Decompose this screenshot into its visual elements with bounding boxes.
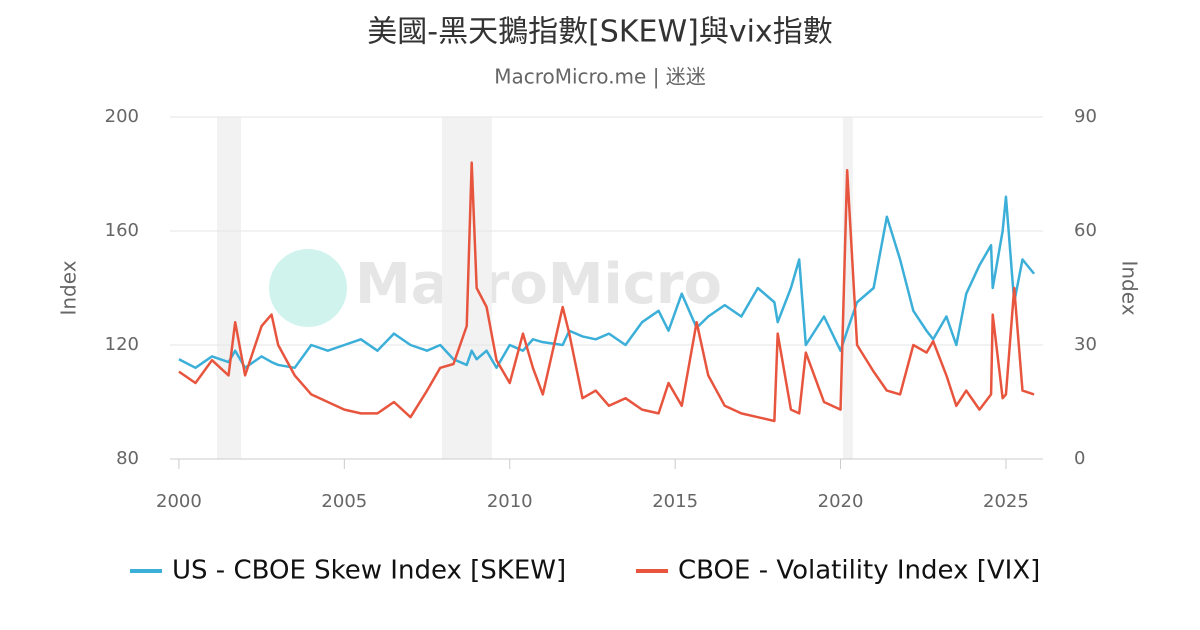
- y-tick-label: 120: [105, 334, 139, 355]
- y2-tick-label: 60: [1074, 220, 1097, 241]
- y2-axis-label: Index: [1118, 260, 1142, 315]
- y-tick-label: 200: [105, 106, 139, 127]
- y2-tick-label: 0: [1074, 448, 1085, 469]
- x-tick-label: 2005: [321, 491, 367, 512]
- x-tick-label: 2025: [983, 491, 1029, 512]
- watermark: MacroMicro: [355, 252, 722, 317]
- y-tick-label: 160: [105, 220, 139, 241]
- shaded-range: [216, 117, 242, 459]
- x-tick-label: 2000: [156, 491, 202, 512]
- y2-tick-label: 90: [1074, 106, 1097, 127]
- y2-tick-label: 30: [1074, 334, 1097, 355]
- series-line: [178, 161, 1035, 423]
- shaded-range: [842, 117, 853, 459]
- x-tick-label: 2020: [818, 491, 864, 512]
- y-tick-label: 80: [116, 448, 139, 469]
- x-tick-label: 2015: [652, 491, 698, 512]
- series-line: [178, 195, 1036, 370]
- chart-subtitle: MacroMicro.me | 迷迷: [494, 65, 706, 89]
- legend-label: CBOE - Volatility Index [VIX]: [678, 556, 1040, 586]
- watermark-logo: [269, 249, 347, 327]
- x-tick-label: 2010: [487, 491, 533, 512]
- y-axis-label: Index: [57, 260, 81, 315]
- legend-label: US - CBOE Skew Index [SKEW]: [172, 556, 566, 586]
- chart-title: 美國-黑天鵝指數[SKEW]與vix指數: [367, 15, 832, 50]
